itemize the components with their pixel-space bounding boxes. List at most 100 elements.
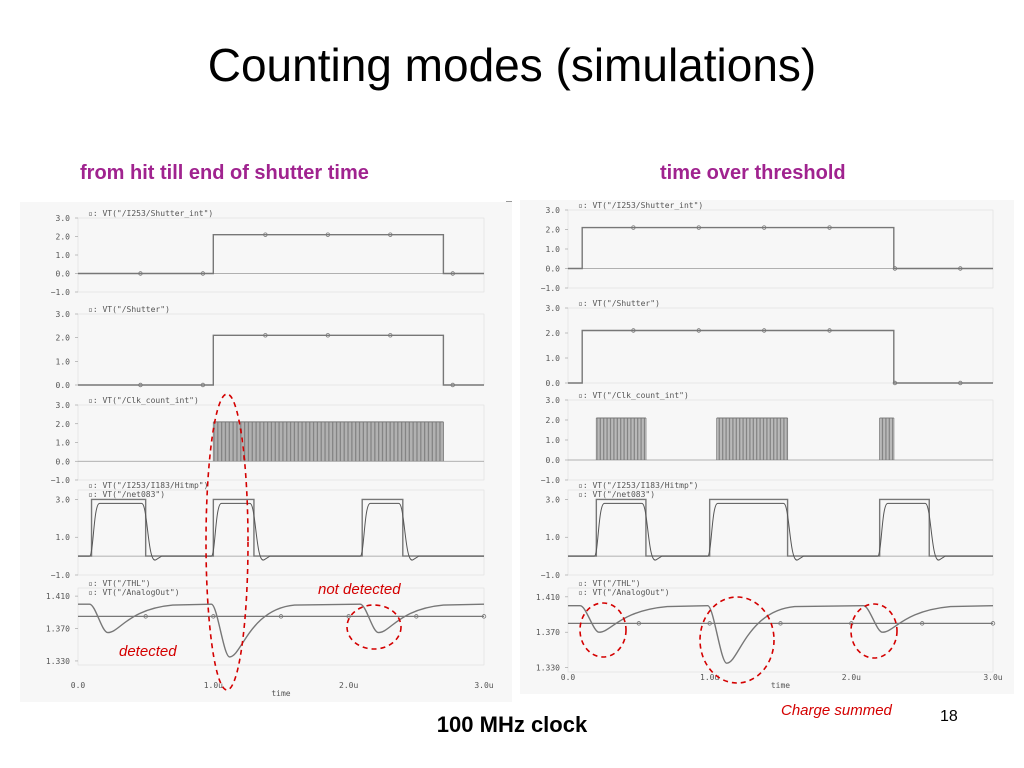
series-marker: [631, 225, 636, 230]
x-tick-label: 0.0: [561, 673, 576, 682]
legend-entry: ▫: VT("/AnalogOut"): [88, 588, 180, 597]
y-tick-label: 0.0: [56, 270, 71, 279]
legend-entry: ▫: VT("/I253/Shutter_int"): [578, 201, 703, 210]
legend-entry: ▫: VT("/AnalogOut"): [578, 588, 670, 597]
panel-2: ▫: VT("/Shutter") 3.0 2.0 1.0 0.0: [56, 305, 485, 390]
y-tick-label: 1.0: [546, 533, 561, 542]
y-tick-label: 0.0: [546, 456, 561, 465]
series-marker: [325, 333, 331, 338]
panel-5: ▫: VT("/THL")▫: VT("/AnalogOut") 1.410 1.3…: [46, 579, 487, 666]
legend-entry: ▫: VT("/net083"): [88, 490, 165, 499]
series-marker: [696, 328, 701, 333]
slide-title: Counting modes (simulations): [207, 39, 817, 91]
series-line: [78, 334, 484, 386]
legend-entry: ▫: VT("/Shutter"): [88, 305, 170, 314]
y-tick-label: 1.0: [56, 251, 71, 260]
series-line: [78, 234, 484, 275]
legend-entry: ▫: VT("/Clk_count_int"): [88, 396, 199, 405]
charge-summed-ellipse-2: [699, 596, 775, 684]
threshold-marker: [211, 614, 216, 619]
y-tick-label: 1.0: [546, 436, 561, 445]
panel-3: ▫: VT("/Clk_count_int") 3.0 2.0 1.0 0.0 −1.0: [51, 396, 485, 485]
y-tick-label: 1.0: [56, 439, 71, 448]
panel-4: ▫: VT("/I253/I183/Hitmp")▫: VT("/net083"…: [51, 481, 485, 580]
y-tick-label: 1.0: [56, 533, 71, 542]
y-tick-label: 3.0: [546, 396, 561, 405]
y-tick-label: −1.0: [51, 476, 70, 485]
panel-3: ▫: VT("/Clk_count_int") 3.0 2.0 1.0 0.0 −1.0: [541, 391, 994, 485]
threshold-marker: [778, 621, 783, 626]
divider: [506, 201, 512, 202]
y-tick-label: 1.370: [46, 625, 70, 634]
x-axis-label: time: [271, 689, 290, 698]
series-marker: [450, 271, 455, 276]
y-tick-label: 3.0: [56, 214, 71, 223]
series-line: [568, 329, 993, 384]
charge-summed-label: Charge summed: [781, 702, 893, 719]
legend-entry: ▫: VT("/THL"): [578, 579, 641, 588]
charge-summed-ellipse-1: [579, 602, 627, 658]
hit-pulse-line: [78, 498, 484, 557]
legend-entry: ▫: VT("/I253/I183/Hitmp"): [578, 481, 698, 490]
y-tick-label: 0.0: [56, 457, 71, 466]
clock-burst: [595, 417, 647, 460]
threshold-marker: [636, 621, 642, 626]
not-detected-highlight-ellipse: [346, 604, 402, 650]
y-tick-label: −1.0: [541, 476, 560, 485]
y-tick-label: 2.0: [56, 233, 71, 242]
x-tick-label: 3.0u: [983, 673, 1002, 682]
x-tick-label: 1.0u: [700, 673, 719, 682]
series-marker: [200, 271, 206, 276]
y-tick-label: 0.0: [56, 381, 71, 390]
series-marker: [958, 266, 963, 271]
legend-entry: ▫: VT("/I253/I183/Hitmp"): [88, 481, 208, 490]
threshold-marker: [143, 614, 148, 619]
analog-out-line: [568, 604, 994, 664]
y-tick-label: 0.0: [546, 265, 561, 274]
series-marker: [450, 382, 455, 388]
clock-burst: [716, 417, 789, 460]
panel-frame: [77, 587, 485, 666]
panel-4: ▫: VT("/I253/I183/Hitmp")▫: VT("/net083"…: [541, 481, 994, 580]
legend-entry: ▫: VT("/I253/Shutter_int"): [88, 209, 213, 218]
y-tick-label: 2.0: [56, 334, 71, 343]
series-marker: [138, 271, 143, 276]
clock-burst: [879, 417, 895, 460]
hit-pulse-line: [568, 498, 993, 557]
series-marker: [200, 382, 206, 388]
clock-burst: [212, 421, 444, 462]
series-marker: [892, 380, 898, 386]
y-tick-label: 1.330: [46, 657, 70, 666]
x-tick-label: 0.0: [71, 681, 86, 690]
y-tick-label: 3.0: [546, 495, 561, 504]
series-marker: [892, 266, 898, 271]
y-tick-label: −1.0: [541, 284, 560, 293]
panel-frame: [567, 587, 994, 673]
x-tick-label: 1.0u: [204, 681, 223, 690]
y-tick-label: 1.0: [546, 354, 561, 363]
series-marker: [827, 225, 832, 230]
series-marker: [761, 328, 767, 333]
panel-frame: [567, 489, 994, 576]
series-marker: [388, 232, 393, 237]
y-tick-label: −1.0: [51, 571, 70, 580]
charge-summed-ellipse-3: [850, 603, 898, 659]
y-tick-label: 2.0: [56, 420, 71, 429]
series-line: [568, 226, 993, 270]
y-tick-label: 3.0: [546, 304, 561, 313]
y-tick-label: 3.0: [56, 310, 71, 319]
y-tick-label: 1.0: [546, 245, 561, 254]
x-axis: 0.0 1.0u 2.0u 3.0u time: [71, 681, 494, 698]
series-marker: [631, 328, 636, 333]
y-tick-label: −1.0: [51, 288, 70, 297]
panel-frame: [77, 489, 485, 576]
legend-entry: ▫: VT("/THL"): [88, 579, 151, 588]
series-marker: [263, 232, 268, 237]
detected-highlight-ellipse: [205, 393, 249, 691]
series-marker: [696, 225, 701, 230]
y-tick-label: 1.330: [536, 664, 560, 673]
series-marker: [325, 232, 331, 237]
